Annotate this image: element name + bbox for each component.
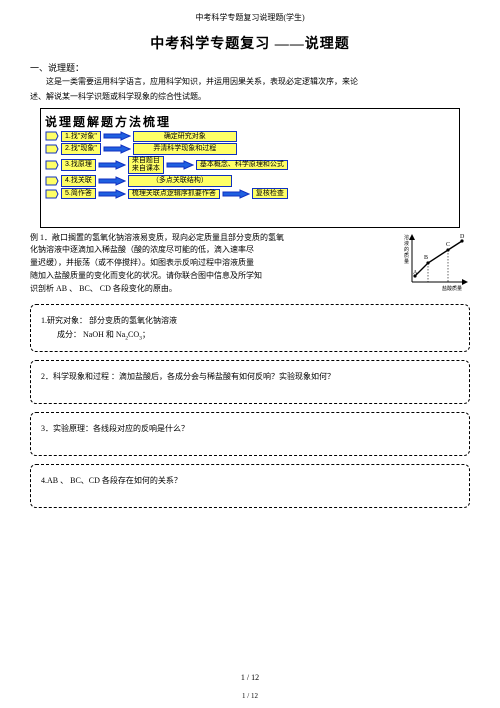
- example-line: 量迟缓），并振荡（或不停搅拌）。如图表示反响过程中溶液质量: [30, 258, 254, 267]
- arrow-icon: [98, 176, 126, 186]
- example-line: 随加入盐酸质量的变化而变化的状况。请你联合图中信息及所学知: [30, 271, 262, 280]
- arrow-icon: [222, 189, 250, 199]
- bullet-icon: [45, 131, 59, 141]
- flow-right-box: 梳理关联点逻辑序抓要作答: [128, 189, 220, 199]
- flow-left-box: 4.找关联: [61, 175, 96, 187]
- chart-ylabel: 溶: [404, 234, 409, 241]
- question-box-4: 4.AB 、 BC、CD 各段存在如何的关系？: [30, 464, 470, 508]
- arrow-icon: [98, 160, 126, 170]
- page-title: 中考科学专题复习 ——说理题: [30, 33, 470, 53]
- q2-text: 2．科学现象和过程 ：滴加盐酸后，各成分会与稀盐酸有如何反响？实验现象如何？: [41, 370, 459, 384]
- flow-extra-box: 基本概念、科学原理和公式: [196, 160, 288, 170]
- q1-line1: 1.研究对象： 部分变质的氢氧化钠溶液: [41, 314, 459, 328]
- q4-text: 4.AB 、 BC、CD 各段存在如何的关系？: [41, 474, 459, 488]
- svg-text:的: 的: [404, 246, 409, 253]
- bullet-icon: [45, 189, 59, 199]
- flow-left-box: 5.简作答: [61, 188, 96, 200]
- example-line: 敞口搁置的氢氧化钠溶液易变质，现向必定质量且部分变质的氢氧: [52, 233, 284, 242]
- svg-text:量: 量: [404, 258, 409, 265]
- chart-xlabel: 盐酸质量: [442, 285, 462, 292]
- flowchart-figure: 说理题解题方法梳理 1.找"对象" 确定研究对象 2.找"现象" 弄清科学现象和…: [40, 108, 460, 228]
- bullet-icon: [45, 176, 59, 186]
- flow-extra-box: 复核检查: [252, 188, 288, 200]
- intro-line-1: 这是一类需要运用科学语言，应用科学知识，并运用因果关系，表现必定逻辑次序，来论: [30, 76, 470, 89]
- flow-left-box: 2.找"现象": [61, 143, 101, 155]
- flow-right-box: 来自题目 来自课本: [128, 156, 164, 174]
- line-chart: 溶 液 的 质 量 A B C: [402, 232, 470, 294]
- svg-text:B: B: [424, 255, 428, 261]
- flowchart-title: 说理题解题方法梳理: [45, 113, 455, 130]
- example-line: 识剖析 AB 、 BC、 CD 各段变化的原由。: [30, 284, 177, 293]
- flow-left-box: 1.找"对象": [61, 131, 101, 143]
- flowchart-row: 1.找"对象" 确定研究对象: [45, 131, 455, 143]
- page-number-footer: 1 / 12: [0, 692, 500, 700]
- question-box-3: 3．实验原理：各线段对应的反响是什么？: [30, 412, 470, 456]
- question-box-1: 1.研究对象： 部分变质的氢氧化钠溶液 成分： NaOH 和 Na2CO3；: [30, 304, 470, 352]
- flowchart-row: 2.找"现象" 弄清科学现象和过程: [45, 143, 455, 155]
- intro-line-2: 述、解说某一科学识题或科学现象的综合性试题。: [30, 91, 470, 104]
- q1-line2: 成分： NaOH 和 Na2CO3；: [41, 328, 459, 342]
- arrow-icon: [98, 189, 126, 199]
- example-text: 例 1．敞口搁置的氢氧化钠溶液易变质，现向必定质量且部分变质的氢氧 化钠溶液中逐…: [30, 232, 398, 296]
- section-heading: 一、说理题：: [30, 61, 470, 74]
- flow-subline: 基本概念、科学原理和公式: [200, 161, 284, 169]
- flow-subline: 来自题目: [132, 157, 160, 165]
- flowchart-row: 3.找原理 来自题目 来自课本 基本概念、科学原理和公式: [45, 156, 455, 174]
- running-header: 中考科学专题复习说理题(学生): [30, 12, 470, 23]
- svg-text:C: C: [446, 242, 450, 248]
- flow-right-box: （多点关联结构）: [128, 175, 232, 187]
- flowchart-row: 5.简作答 梳理关联点逻辑序抓要作答 复核检查: [45, 188, 455, 200]
- arrow-icon: [103, 131, 131, 141]
- flow-subline: 来自课本: [132, 165, 160, 173]
- flow-left-box: 3.找原理: [61, 159, 96, 171]
- page-number: 1 / 12: [0, 673, 500, 682]
- bullet-icon: [45, 160, 59, 170]
- example-prefix: 例 1．: [30, 233, 52, 242]
- bullet-icon: [45, 144, 59, 154]
- question-box-2: 2．科学现象和过程 ：滴加盐酸后，各成分会与稀盐酸有如何反响？实验现象如何？: [30, 360, 470, 404]
- q3-text: 3．实验原理：各线段对应的反响是什么？: [41, 422, 459, 436]
- svg-text:质: 质: [404, 252, 409, 259]
- document-page: 中考科学专题复习说理题(学生) 中考科学专题复习 ——说理题 一、说理题： 这是…: [0, 0, 500, 708]
- svg-text:A: A: [413, 270, 418, 276]
- example-line: 化钠溶液中逐滴加入稀盐酸（酸的浓度尽可能的低，滴入速率尽: [30, 245, 254, 254]
- flowchart-row: 4.找关联 （多点关联结构）: [45, 175, 455, 187]
- flow-right-box: 确定研究对象: [133, 131, 237, 143]
- example-block: 例 1．敞口搁置的氢氧化钠溶液易变质，现向必定质量且部分变质的氢氧 化钠溶液中逐…: [30, 232, 470, 296]
- arrow-icon: [103, 144, 131, 154]
- flow-right-box: 弄清科学现象和过程: [133, 143, 237, 155]
- arrow-icon: [166, 160, 194, 170]
- svg-text:液: 液: [404, 240, 409, 247]
- svg-text:D: D: [460, 234, 465, 240]
